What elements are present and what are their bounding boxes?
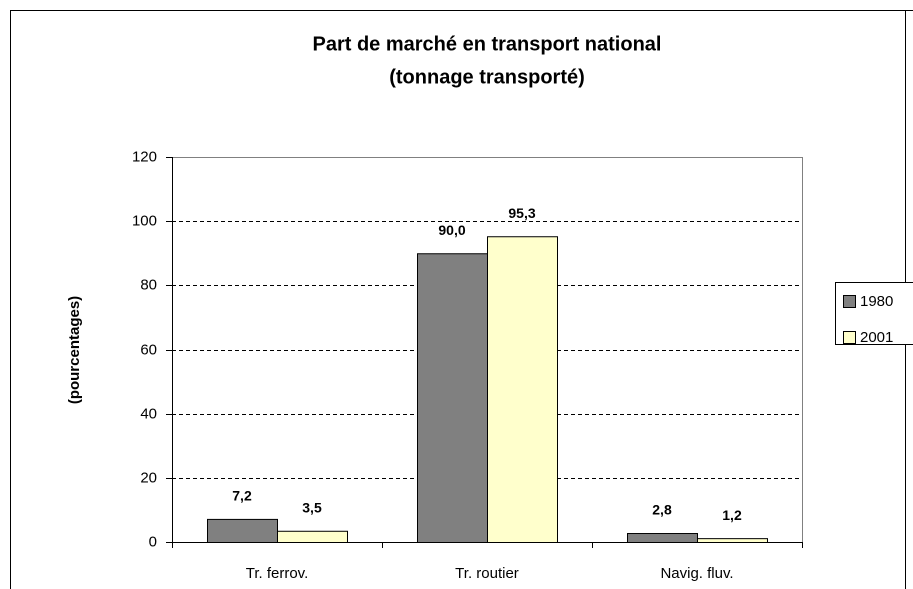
y-tick-label: 100	[132, 212, 157, 229]
legend-swatch	[843, 331, 856, 344]
y-tick-label: 80	[140, 276, 157, 293]
y-axis-title: (pourcentages)	[66, 296, 83, 404]
legend-label: 1980	[860, 293, 893, 310]
x-tick-label: Tr. routier	[455, 565, 519, 582]
value-label: 1,2	[722, 507, 742, 523]
y-tick-label: 60	[140, 341, 157, 358]
bar	[487, 236, 558, 544]
legend-swatch	[843, 295, 856, 308]
y-tick-label: 20	[140, 469, 157, 486]
bar	[697, 538, 768, 544]
x-tick-label: Tr. ferrov.	[246, 565, 309, 582]
bar	[207, 518, 278, 544]
bar	[417, 253, 488, 543]
value-label: 7,2	[232, 488, 252, 504]
chart-title: (tonnage transporté)	[389, 66, 585, 88]
bar	[627, 533, 698, 543]
chart-title: Part de marché en transport national	[313, 33, 662, 55]
legend-label: 2001	[860, 329, 893, 346]
x-tick-label: Navig. fluv.	[660, 565, 733, 582]
value-label: 2,8	[652, 502, 672, 518]
y-tick-label: 120	[132, 148, 157, 165]
value-label: 90,0	[438, 222, 465, 238]
bar	[277, 530, 348, 543]
value-label: 3,5	[302, 499, 322, 515]
y-tick-label: 0	[149, 533, 157, 550]
value-label: 95,3	[508, 205, 535, 221]
y-tick-label: 40	[140, 405, 157, 422]
